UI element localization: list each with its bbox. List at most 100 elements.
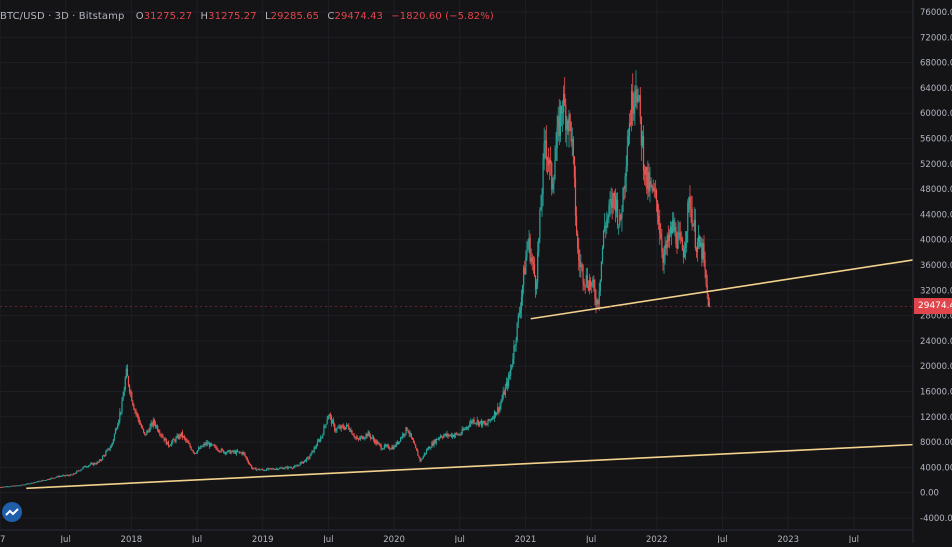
candle-body — [693, 219, 695, 225]
candle-body — [582, 266, 584, 283]
candle-body — [149, 426, 151, 432]
candle-body — [708, 302, 710, 307]
candle-body — [533, 263, 536, 276]
y-tick-label: 76000.00 — [920, 8, 952, 18]
candle-body — [208, 443, 211, 447]
trendlines[interactable] — [0, 259, 914, 490]
trendline[interactable] — [26, 443, 914, 490]
candle-body — [325, 424, 327, 426]
candle-body — [59, 476, 62, 477]
tradingview-logo-icon[interactable] — [2, 502, 22, 522]
candle-body — [513, 345, 515, 360]
candle-body — [294, 465, 296, 468]
price-axis[interactable]: 76000.00 72000.00 68000.00 64000.00 60000.00… — [920, 8, 952, 524]
candle-body — [466, 426, 469, 428]
candle-body — [636, 89, 638, 102]
candle-body — [410, 433, 412, 438]
candle-body — [151, 422, 153, 426]
candle-body — [303, 460, 306, 462]
symbol-label[interactable]: BTC/USD · 3D · Bitstamp — [0, 11, 125, 22]
y-tick-label: 0.00 — [920, 489, 939, 499]
candle-body — [74, 473, 77, 475]
candle-body — [496, 412, 498, 416]
candle-body — [632, 91, 634, 114]
candle-body — [324, 425, 326, 427]
candle-body — [497, 407, 499, 413]
candle-body — [100, 459, 103, 461]
candle-body — [389, 448, 391, 450]
candle-body — [646, 166, 648, 190]
candle-body — [459, 434, 461, 436]
candle-body — [285, 466, 287, 468]
candle-body — [315, 446, 317, 448]
candle-body — [643, 170, 646, 175]
candle-body — [81, 468, 83, 470]
candle-body — [15, 485, 17, 487]
candle-body — [378, 442, 380, 444]
candle-body — [24, 484, 26, 486]
candle-body — [381, 449, 383, 450]
candle-body — [397, 441, 400, 445]
time-axis[interactable]: 17 Jul 2018 Jul 2019 Jul 2020 Jul 2021 Jul 2022 Jul… — [0, 535, 859, 545]
candle-body — [486, 424, 488, 426]
candle-body — [231, 450, 233, 452]
candle-body — [286, 466, 288, 469]
candle-body — [213, 444, 215, 446]
candle-body — [697, 236, 700, 243]
candle-body — [423, 453, 425, 457]
candle-body — [516, 322, 518, 341]
candle-body — [2, 486, 4, 488]
candle-body — [475, 422, 477, 424]
candle-body — [689, 197, 691, 210]
x-tick-label: Jul — [585, 535, 596, 543]
candle-body — [536, 283, 538, 290]
candle-body — [401, 437, 403, 439]
gridlines — [0, 0, 913, 530]
candle-body — [110, 445, 112, 448]
candle-body — [418, 455, 420, 458]
candle-body — [553, 178, 555, 184]
candle-body — [225, 452, 227, 454]
candle-body — [556, 127, 558, 149]
candle-body — [645, 166, 647, 175]
candle-body — [519, 309, 522, 314]
candle-body — [702, 243, 704, 259]
candle-body — [622, 188, 624, 213]
y-tick-label: 32000.00 — [920, 286, 952, 296]
candle-body — [338, 426, 340, 428]
candle-body — [194, 453, 197, 455]
candle-body — [526, 249, 528, 258]
candle-body — [491, 417, 493, 420]
candle-body — [435, 439, 437, 444]
candle-body — [175, 437, 177, 442]
candle-body — [184, 436, 186, 439]
candle-body — [676, 243, 678, 249]
candle-body — [101, 456, 104, 460]
candle-body — [567, 120, 569, 132]
candle-body — [638, 95, 640, 97]
candle-body — [618, 224, 620, 226]
candle-body — [1, 487, 3, 488]
candle-body — [461, 429, 463, 434]
candle-body — [470, 421, 472, 424]
candle-body — [700, 242, 702, 247]
candle-body — [108, 448, 110, 450]
candle-body — [524, 267, 526, 275]
candle-body — [443, 435, 445, 438]
candle-body — [191, 449, 193, 451]
candle-body — [283, 468, 285, 470]
candle-body — [682, 250, 685, 258]
candle-body — [30, 482, 32, 484]
candle-body — [125, 368, 127, 379]
candle-body — [415, 444, 417, 449]
x-tick-label: Jul — [191, 535, 202, 543]
candle-body — [167, 441, 170, 447]
candle-body — [290, 467, 293, 469]
trendline[interactable] — [530, 259, 914, 320]
candle-body — [455, 433, 457, 436]
candle-body — [298, 465, 300, 467]
candle-body — [6, 486, 9, 488]
candle-body — [532, 261, 534, 264]
